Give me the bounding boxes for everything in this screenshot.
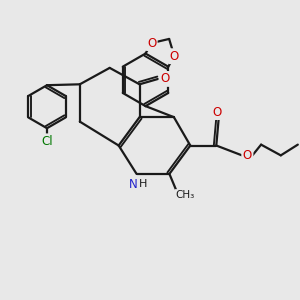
Text: H: H	[139, 179, 147, 189]
Text: CH₃: CH₃	[176, 190, 195, 200]
Text: O: O	[170, 50, 179, 63]
Text: O: O	[213, 106, 222, 118]
Text: Cl: Cl	[41, 135, 53, 148]
Text: O: O	[147, 37, 156, 50]
Text: O: O	[243, 149, 252, 162]
Text: N: N	[129, 178, 137, 191]
Text: O: O	[160, 72, 169, 86]
